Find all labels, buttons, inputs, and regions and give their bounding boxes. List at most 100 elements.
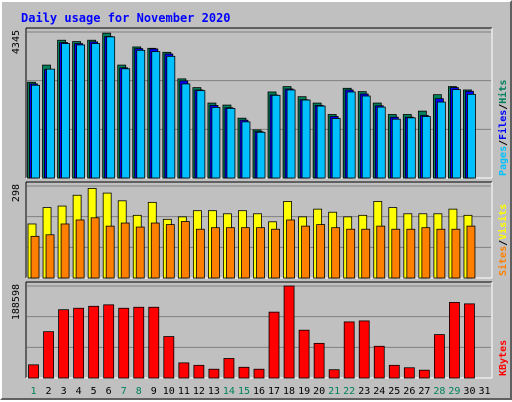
x-tick-label: 6 xyxy=(106,386,112,397)
panel-hits_files_pages: 4345 Pages/Files/Hits xyxy=(11,27,509,179)
x-tick-label: 21 xyxy=(328,386,340,397)
bar-pages-day-8 xyxy=(136,49,146,179)
x-tick-label: 12 xyxy=(193,386,205,397)
x-tick-label: 16 xyxy=(253,386,265,397)
bar-sites-day-6 xyxy=(105,225,115,279)
bar-pages-day-1 xyxy=(31,84,40,179)
bar-kbytes-day-5 xyxy=(88,305,100,379)
bar-kbytes-day-14 xyxy=(223,358,235,379)
x-tick-label: 4 xyxy=(76,386,82,397)
bar-sites-day-18 xyxy=(286,219,295,279)
bar-pages-day-9 xyxy=(151,51,161,179)
legend-separator: / xyxy=(498,240,509,246)
bar-sites-day-16 xyxy=(256,227,265,279)
bar-sites-day-30 xyxy=(466,225,476,279)
bar-pages-day-12 xyxy=(196,90,206,179)
bar-kbytes-day-22 xyxy=(343,321,355,379)
bar-pages-day-11 xyxy=(181,83,191,179)
bar-pages-day-21 xyxy=(331,118,341,179)
bar-pages-day-24 xyxy=(376,106,386,179)
bar-sites-day-22 xyxy=(346,228,356,279)
bar-sites-day-25 xyxy=(391,228,401,279)
x-tick-label: 8 xyxy=(136,386,142,397)
bar-sites-day-26 xyxy=(406,228,416,279)
bar-sites-day-24 xyxy=(376,225,386,279)
legend-hits: Hits xyxy=(497,80,509,104)
legend-label: Pages/Files/Hits xyxy=(497,80,509,176)
bar-sites-day-14 xyxy=(226,227,235,279)
bar-pages-day-17 xyxy=(271,94,281,179)
bar-sites-day-7 xyxy=(120,222,130,279)
bar-sites-day-5 xyxy=(90,217,100,279)
legend-sites: Sites xyxy=(497,246,509,276)
bar-pages-day-18 xyxy=(286,89,296,179)
bar-kbytes-day-19 xyxy=(298,329,310,379)
legend-files: Files xyxy=(497,110,509,140)
panel-kbytes: 188598 KBytes xyxy=(11,281,509,379)
bar-sites-day-27 xyxy=(421,227,431,279)
x-tick-label: 29 xyxy=(448,386,460,397)
x-tick-label: 7 xyxy=(121,386,127,397)
y-max-label: 4345 xyxy=(11,30,22,54)
bar-kbytes-day-28 xyxy=(433,334,445,379)
bar-sites-day-1 xyxy=(30,235,40,279)
bar-kbytes-day-21 xyxy=(328,369,340,379)
x-tick-label: 27 xyxy=(418,386,430,397)
bar-kbytes-day-25 xyxy=(388,364,400,379)
legend-pages: Pages xyxy=(498,146,509,176)
bar-kbytes-day-30 xyxy=(464,303,475,379)
bar-kbytes-day-18 xyxy=(283,285,295,379)
bar-kbytes-day-20 xyxy=(313,342,325,379)
legend-visits: Visits xyxy=(497,204,509,240)
bar-kbytes-day-24 xyxy=(373,345,385,379)
bar-sites-day-13 xyxy=(211,227,220,279)
bar-kbytes-day-8 xyxy=(133,306,145,379)
x-tick-label: 15 xyxy=(238,386,250,397)
bar-pages-day-13 xyxy=(211,107,221,179)
x-tick-label: 24 xyxy=(373,386,385,397)
x-tick-label: 5 xyxy=(91,386,97,397)
x-tick-label: 3 xyxy=(61,386,67,397)
x-tick-label: 10 xyxy=(163,386,175,397)
bar-kbytes-day-15 xyxy=(238,366,250,379)
bar-kbytes-day-26 xyxy=(403,367,415,379)
x-tick-label: 31 xyxy=(478,386,490,397)
bar-pages-day-14 xyxy=(226,108,236,179)
bar-kbytes-day-9 xyxy=(148,306,160,379)
bar-pages-day-10 xyxy=(166,55,176,179)
x-tick-label: 20 xyxy=(313,386,325,397)
bar-sites-day-21 xyxy=(331,227,341,279)
bar-sites-day-20 xyxy=(316,224,326,279)
chart-title: Daily usage for November 2020 xyxy=(21,11,231,25)
bar-pages-day-2 xyxy=(46,68,55,179)
bar-pages-day-20 xyxy=(316,105,326,179)
bar-pages-day-22 xyxy=(346,91,356,179)
x-tick-label: 13 xyxy=(208,386,220,397)
bar-pages-day-19 xyxy=(301,99,311,179)
bar-pages-day-3 xyxy=(61,43,70,179)
bar-sites-day-2 xyxy=(45,234,55,279)
legend-kbytes: KBytes xyxy=(498,340,509,376)
bar-kbytes-day-16 xyxy=(253,368,265,379)
bar-pages-day-30 xyxy=(467,93,476,179)
x-tick-label: 11 xyxy=(178,386,190,397)
x-tick-label: 30 xyxy=(463,386,475,397)
bar-kbytes-day-4 xyxy=(73,307,85,379)
bar-kbytes-day-1 xyxy=(28,364,39,379)
x-tick-label: 2 xyxy=(46,386,52,397)
x-tick-label: 28 xyxy=(433,386,445,397)
bar-kbytes-day-6 xyxy=(103,304,115,379)
bar-pages-day-4 xyxy=(76,44,86,179)
bar-pages-day-25 xyxy=(391,118,401,179)
bar-pages-day-28 xyxy=(436,101,446,179)
bar-sites-day-8 xyxy=(135,226,145,279)
bar-kbytes-day-17 xyxy=(268,311,280,379)
legend-label: KBytes xyxy=(498,340,509,376)
bar-pages-day-26 xyxy=(406,117,416,179)
bar-sites-day-10 xyxy=(165,224,175,279)
x-tick-label: 19 xyxy=(298,386,310,397)
x-tick-label: 25 xyxy=(388,386,400,397)
bar-pages-day-7 xyxy=(121,68,131,179)
